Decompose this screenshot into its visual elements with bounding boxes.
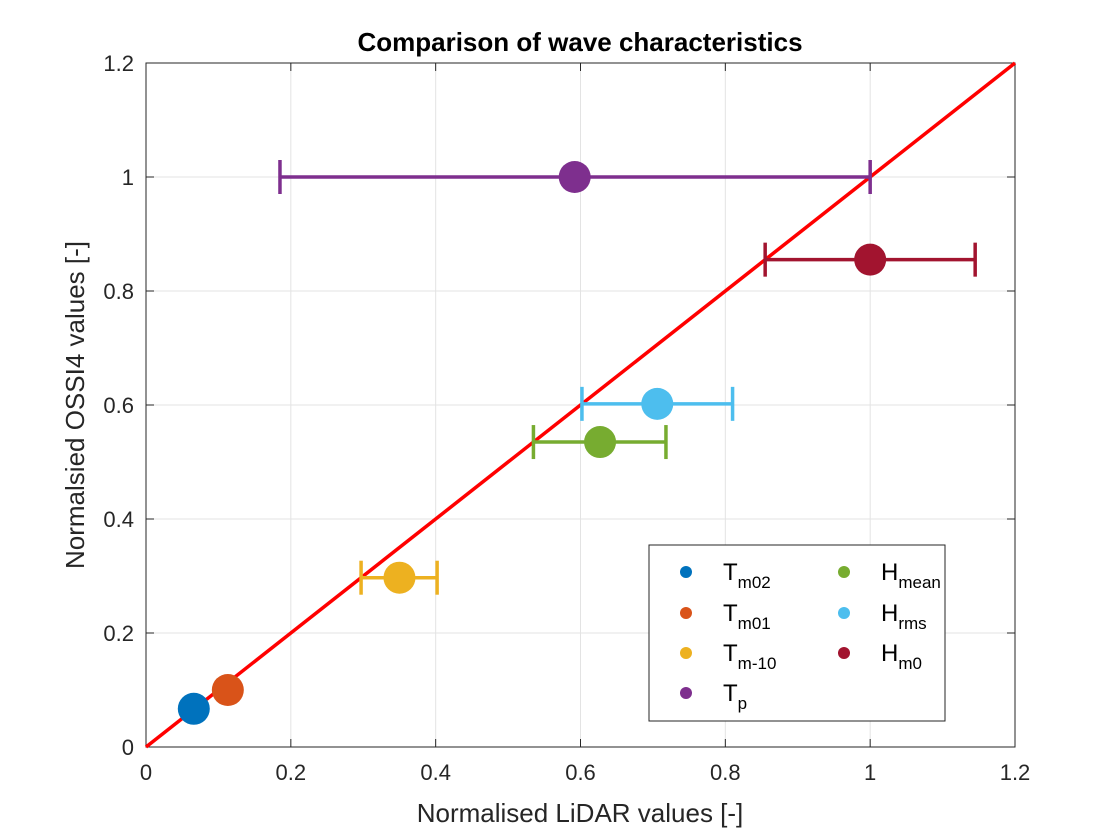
point-h-rms [641, 387, 674, 420]
legend-marker [838, 607, 850, 619]
x-tick-label: 1.2 [1000, 760, 1031, 785]
point-t-m-10 [383, 561, 416, 594]
y-tick-label: 0 [122, 735, 134, 760]
legend-entry-subscript: mean [898, 573, 941, 592]
x-tick-label: 0.8 [710, 760, 741, 785]
legend-entry: Hm0 [881, 640, 922, 673]
legend-entry-base: T [723, 600, 738, 627]
legend-entry-base: T [723, 640, 738, 667]
x-tick-label: 0.6 [565, 760, 596, 785]
legend-entry: Tm02 [723, 559, 771, 592]
legend-entry-subscript: m01 [738, 614, 771, 633]
legend-entry-subscript: m0 [898, 654, 922, 673]
point-t-m01 [211, 674, 244, 706]
legend-marker [680, 687, 692, 699]
point-h-mean [584, 426, 617, 459]
x-tick-label: 0 [140, 760, 152, 785]
y-tick-label: 1.2 [103, 51, 134, 76]
legend-entry-base: H [881, 600, 898, 627]
chart-title: Comparison of wave characteristics [357, 27, 802, 57]
legend-entry: Hmean [881, 559, 941, 592]
point-h-m0 [854, 243, 887, 276]
y-tick-label: 0.2 [103, 621, 134, 646]
x-axis-label: Normalised LiDAR values [-] [417, 798, 744, 828]
legend-entry: Tm01 [723, 600, 771, 633]
legend-entry: Tm-10 [723, 640, 776, 673]
legend-entry: Tp [723, 680, 747, 713]
legend-entry-base: T [723, 680, 738, 707]
legend-marker [680, 607, 692, 619]
y-tick-label: 0.4 [103, 507, 134, 532]
legend-marker [838, 566, 850, 578]
y-axis-label: Normalsied OSSI4 values [-] [60, 241, 90, 569]
legend-entry-base: H [881, 640, 898, 667]
legend-entry-base: H [881, 559, 898, 586]
point-t-p [558, 161, 591, 193]
data-points [177, 161, 887, 725]
y-tick-label: 1 [122, 165, 134, 190]
point-t-m02 [177, 692, 210, 725]
x-tick-label: 0.4 [420, 760, 451, 785]
legend-box [648, 544, 946, 722]
axis-ticks: 0 0.2 0.4 0.6 0.8 1 1.2 0 0.2 0.4 0.6 0.8 1 1.2 [103, 51, 1030, 785]
y-tick-label: 0.8 [103, 279, 134, 304]
legend-entry-subscript: m-10 [738, 654, 777, 673]
y-tick-label: 0.6 [103, 393, 134, 418]
legend-marker [680, 647, 692, 659]
legend-entry-subscript: rms [898, 614, 926, 633]
legend-marker [680, 566, 692, 578]
legend-marker [838, 647, 850, 659]
legend-entry: Hrms [881, 600, 927, 633]
x-tick-label: 0.2 [276, 760, 307, 785]
x-tick-label: 1 [864, 760, 876, 785]
legend-entry-subscript: p [738, 694, 747, 713]
legend-entry-subscript: m02 [738, 573, 771, 592]
legend-entry-base: T [723, 559, 738, 586]
